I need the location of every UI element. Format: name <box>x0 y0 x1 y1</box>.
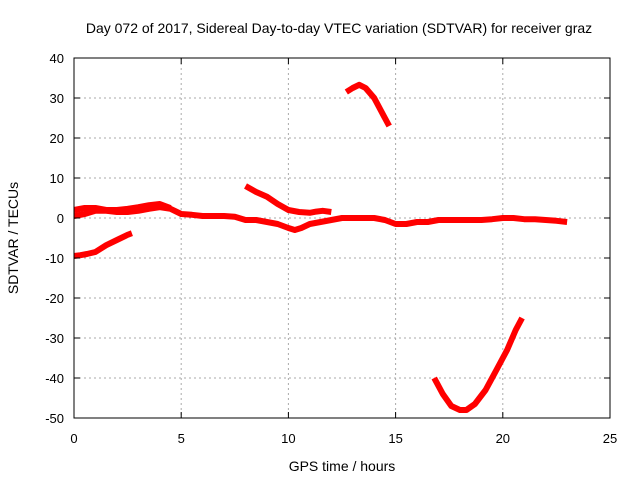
y-tick-label: -30 <box>45 331 64 346</box>
series-main-band <box>73 204 568 233</box>
y-tick-label: 40 <box>50 51 64 66</box>
y-tick-label: 30 <box>50 91 64 106</box>
y-axis-title: SDTVAR / TECUs <box>5 182 21 294</box>
y-tick-label: -10 <box>45 251 64 266</box>
plot-frame <box>73 57 611 419</box>
y-tick-label: 10 <box>50 171 64 186</box>
x-tick-label: 5 <box>178 431 185 446</box>
x-tick-label: 10 <box>281 431 295 446</box>
y-tick-label: -50 <box>45 411 64 426</box>
y-tick-label: 0 <box>57 211 64 226</box>
x-tick-label: 25 <box>603 431 617 446</box>
gridlines <box>74 58 610 418</box>
y-tick-label: 20 <box>50 131 64 146</box>
x-tick-label: 0 <box>70 431 77 446</box>
x-tick-labels: 0 5 10 15 20 25 <box>70 431 617 446</box>
series-low-arc <box>431 316 525 413</box>
series-upper-band <box>73 201 172 213</box>
x-tick-label: 20 <box>496 431 510 446</box>
x-tick-label: 15 <box>388 431 402 446</box>
x-axis-title: GPS time / hours <box>289 458 396 474</box>
y-tick-label: -20 <box>45 291 64 306</box>
series-descending-arc <box>244 183 332 216</box>
y-tick-labels: -50 -40 -30 -20 -10 0 10 20 30 40 <box>45 51 64 426</box>
series-group <box>73 81 568 413</box>
tick-marks <box>73 57 611 419</box>
y-tick-label: -40 <box>45 371 64 386</box>
series-high-arc <box>344 81 392 128</box>
chart-title: Day 072 of 2017, Sidereal Day-to-day VTE… <box>86 20 592 36</box>
series-early-arc <box>73 230 133 259</box>
